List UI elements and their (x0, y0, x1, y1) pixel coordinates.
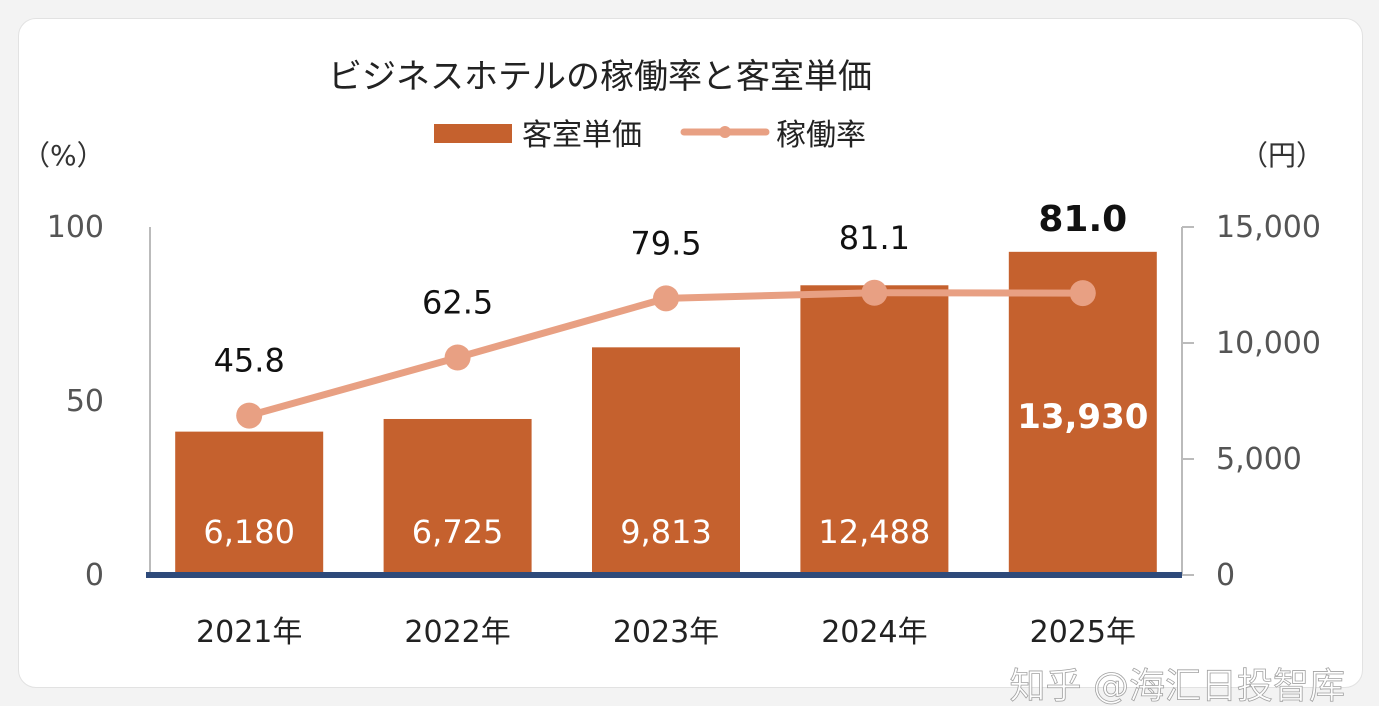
x-tick-label: 2025年 (1030, 615, 1136, 650)
x-tick-label: 2023年 (613, 615, 719, 650)
chart-title: ビジネスホテルの稼働率と客室単価 (328, 57, 872, 97)
occupancy-point (653, 285, 679, 312)
legend-bar-swatch (434, 124, 512, 143)
occupancy-value-label: 45.8 (214, 342, 285, 380)
bar-value-label: 13,930 (1017, 397, 1148, 437)
bar-2024年 (800, 285, 949, 575)
occupancy-point (861, 279, 888, 306)
occupancy-value-label: 81.0 (1038, 199, 1127, 240)
right-tick-label: 10,000 (1216, 326, 1321, 361)
left-tick-label: 0 (85, 558, 104, 593)
legend-bar-label: 客室単価 (522, 118, 642, 153)
right-axis-unit: （円） (1240, 139, 1324, 172)
watermark: 知乎 @海汇日投智库 (1010, 666, 1345, 706)
x-tick-label: 2024年 (821, 615, 927, 650)
occupancy-point (444, 344, 471, 371)
bar-2023年 (592, 347, 740, 575)
occupancy-value-label: 62.5 (422, 284, 493, 322)
bar-value-label: 9,813 (620, 513, 712, 551)
occupancy-point (236, 402, 263, 429)
legend-line-marker (719, 126, 731, 138)
bar-2021年 (175, 431, 324, 575)
x-tick-label: 2021年 (196, 615, 302, 650)
bar-value-label: 6,725 (412, 513, 504, 551)
left-axis-unit: （%） (22, 139, 105, 172)
right-tick-label: 0 (1216, 558, 1235, 593)
bar-2022年 (383, 418, 532, 575)
bar-value-label: 6,180 (203, 513, 295, 551)
occupancy-value-label: 79.5 (630, 224, 701, 262)
x-tick-label: 2022年 (404, 615, 510, 650)
bar-value-label: 12,488 (818, 513, 930, 551)
right-tick-label: 15,000 (1216, 210, 1321, 245)
occupancy-point (1069, 280, 1096, 307)
left-tick-label: 50 (66, 384, 104, 419)
left-tick-label: 100 (47, 210, 104, 245)
right-tick-label: 5,000 (1216, 442, 1302, 477)
occupancy-value-label: 81.1 (839, 219, 910, 257)
legend-line-label: 稼働率 (776, 118, 866, 153)
